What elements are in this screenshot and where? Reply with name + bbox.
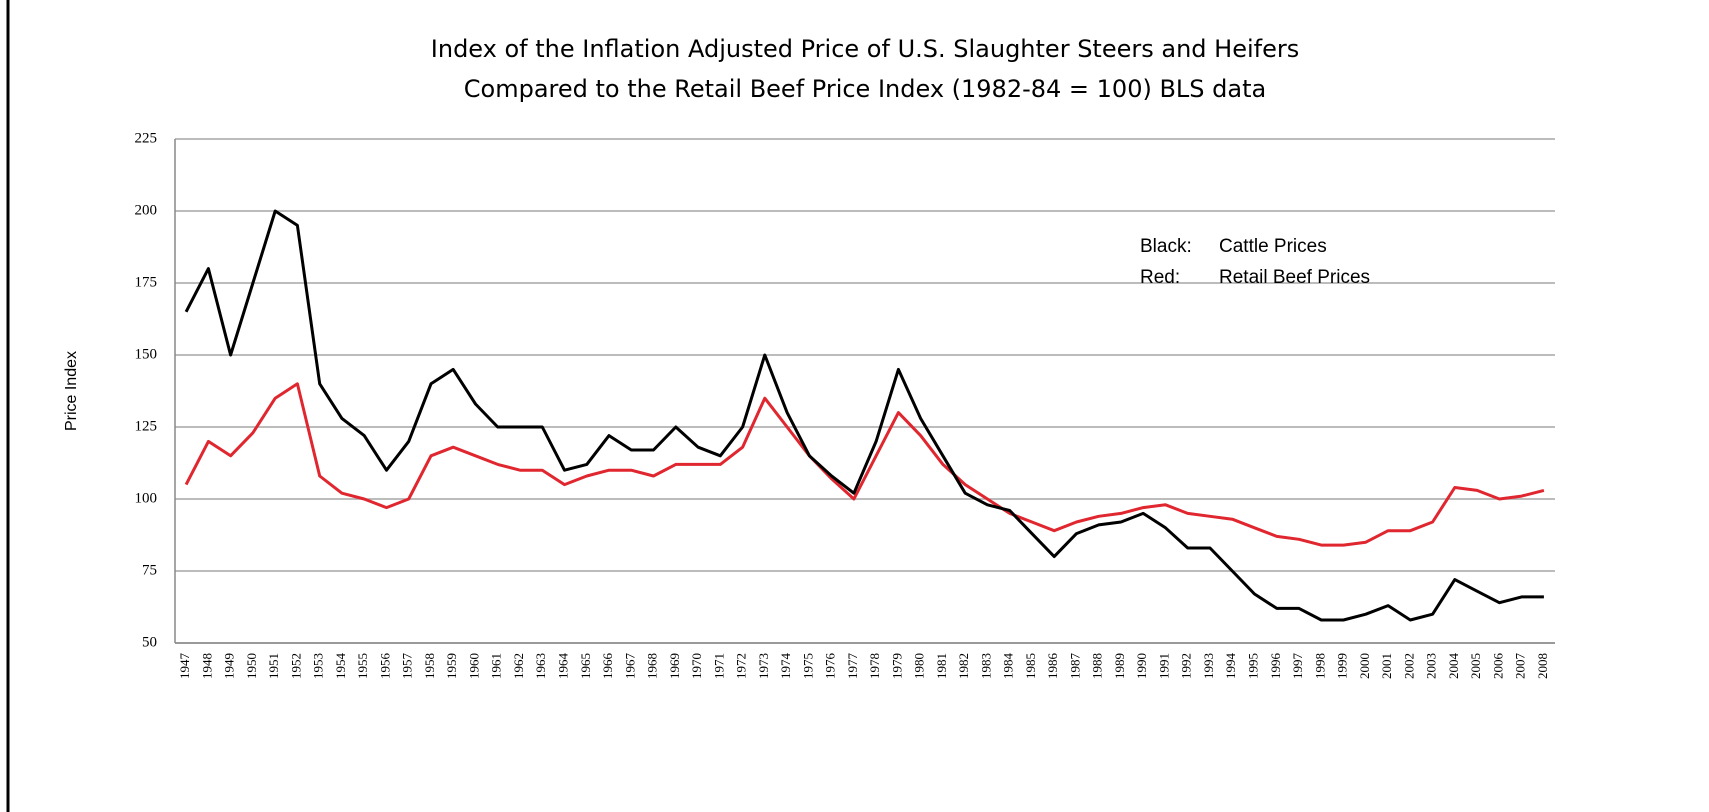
x-tick-label: 2004 [1446, 653, 1461, 680]
y-tick-label: 75 [142, 562, 157, 578]
x-tick-label: 1990 [1134, 653, 1149, 679]
legend-key: Black: [1140, 236, 1192, 257]
x-tick-label: 2003 [1424, 653, 1439, 679]
x-tick-label: 1988 [1090, 653, 1105, 679]
x-tick-label: 2001 [1379, 653, 1394, 679]
x-tick-label: 1963 [533, 653, 548, 679]
y-tick-label: 175 [135, 274, 158, 290]
x-tick-label: 1985 [1023, 653, 1038, 679]
x-tick-label: 1999 [1335, 653, 1350, 679]
x-tick-label: 1997 [1290, 653, 1305, 680]
x-tick-label: 1973 [756, 653, 771, 679]
x-tick-label: 1986 [1045, 653, 1060, 680]
x-tick-label: 1974 [778, 653, 793, 680]
x-tick-label: 1962 [511, 653, 526, 679]
x-tick-label: 1970 [689, 653, 704, 679]
x-tick-label: 1952 [288, 653, 303, 679]
x-tick-label: 1965 [578, 653, 593, 679]
series-line [184, 209, 1544, 622]
y-tick-label: 225 [135, 130, 158, 146]
x-tick-label: 1996 [1268, 653, 1283, 680]
x-tick-label: 1961 [489, 653, 504, 679]
chart-subtitle: Compared to the Retail Beef Price Index … [464, 75, 1266, 103]
x-tick-label: 1994 [1223, 653, 1238, 680]
legend-key: Red: [1140, 267, 1180, 288]
x-tick-label: 1976 [823, 653, 838, 680]
x-tick-label: 1978 [867, 653, 882, 679]
x-tick-label: 1993 [1201, 653, 1216, 679]
x-tick-label: 1983 [978, 653, 993, 679]
x-tick-label: 1966 [600, 653, 615, 680]
x-tick-label: 1984 [1001, 653, 1016, 680]
series-line [184, 382, 1545, 547]
x-tick-label: 1981 [934, 653, 949, 679]
x-tick-label: 1948 [199, 653, 214, 679]
x-tick-label: 1958 [422, 653, 437, 679]
x-tick-label: 1998 [1312, 653, 1327, 679]
x-tick-label: 1972 [734, 653, 749, 679]
legend-label: Retail Beef Prices [1219, 267, 1370, 288]
x-tick-label: 1964 [556, 653, 571, 680]
x-tick-label: 1950 [244, 653, 259, 679]
x-tick-label: 1987 [1067, 653, 1082, 680]
x-tick-label: 1989 [1112, 653, 1127, 679]
y-tick-label: 100 [135, 490, 158, 506]
x-tick-label: 1955 [355, 653, 370, 679]
x-tick-label: 1953 [311, 653, 326, 679]
x-tick-label: 1960 [466, 653, 481, 679]
x-tick-label: 2005 [1468, 653, 1483, 679]
x-tick-label: 2007 [1513, 653, 1528, 680]
legend-label: Cattle Prices [1219, 236, 1327, 257]
x-tick-label: 1991 [1156, 653, 1171, 679]
x-tick-label: 1992 [1179, 653, 1194, 679]
y-axis-label: Price Index [63, 351, 80, 431]
x-tick-label: 1977 [845, 653, 860, 680]
x-tick-label: 1971 [711, 653, 726, 679]
y-tick-label: 200 [135, 202, 158, 218]
x-tick-label: 1959 [444, 653, 459, 679]
x-tick-label: 1954 [333, 653, 348, 680]
y-tick-label: 50 [142, 634, 157, 650]
x-tick-label: 2006 [1490, 653, 1505, 680]
x-tick-label: 1975 [800, 653, 815, 679]
x-tick-label: 2008 [1535, 653, 1550, 679]
x-tick-label: 1957 [400, 653, 415, 680]
x-tick-label: 1949 [222, 653, 237, 679]
x-tick-label: 1969 [667, 653, 682, 679]
x-tick-label: 1980 [912, 653, 927, 679]
chart-title: Index of the Inflation Adjusted Price of… [431, 35, 1299, 63]
y-tick-label: 150 [135, 346, 158, 362]
x-tick-label: 2002 [1401, 653, 1416, 679]
x-tick-label: 1995 [1246, 653, 1261, 679]
x-tick-label: 1956 [377, 653, 392, 680]
x-tick-label: 1982 [956, 653, 971, 679]
y-tick-label: 125 [135, 418, 158, 434]
x-tick-label: 1979 [889, 653, 904, 679]
x-tick-label: 2000 [1357, 653, 1372, 679]
x-tick-label: 1947 [177, 653, 192, 680]
x-tick-label: 1967 [622, 653, 637, 680]
x-tick-label: 1968 [645, 653, 660, 679]
x-tick-label: 1951 [266, 653, 281, 679]
